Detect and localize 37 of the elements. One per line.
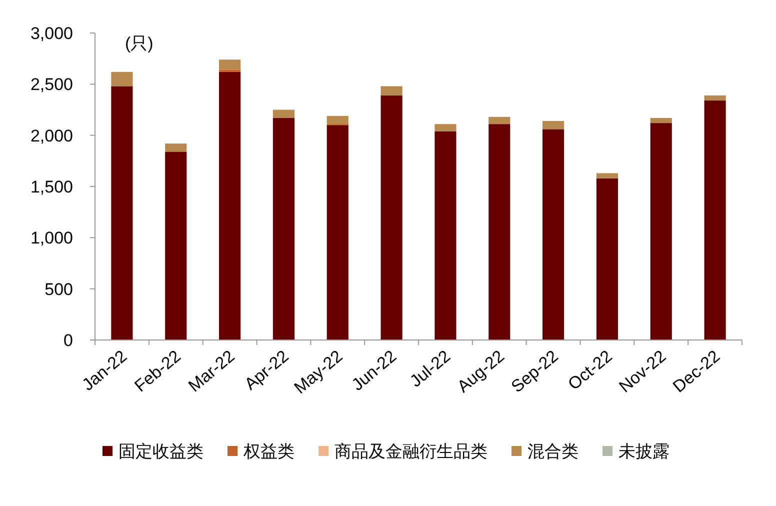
- bar: [596, 178, 618, 340]
- y-axis-title: (只): [125, 34, 154, 53]
- bar: [380, 95, 402, 340]
- bar: [488, 116, 510, 124]
- y-tick-label: 1,000: [30, 228, 73, 248]
- y-tick-label: 500: [44, 280, 73, 299]
- bar: [650, 118, 672, 124]
- bar: [650, 123, 672, 340]
- bar: [542, 129, 564, 340]
- bar: [488, 124, 510, 340]
- y-tick-label: 1,500: [30, 178, 73, 196]
- bar: [272, 118, 294, 340]
- y-tick-label: 2,500: [30, 75, 73, 94]
- legend-label: 商品及金融衍生品类: [334, 442, 488, 461]
- legend-label: 未披露: [618, 442, 670, 461]
- bar: [219, 72, 241, 340]
- bar: [542, 121, 564, 130]
- bar: [704, 100, 726, 340]
- bar: [434, 124, 456, 132]
- bar: [326, 125, 348, 340]
- bar: [704, 95, 726, 101]
- bar: [111, 72, 133, 86]
- bar: [165, 152, 187, 340]
- legend-label: 固定收益类: [118, 442, 204, 461]
- bar: [380, 86, 402, 96]
- y-tick-label: 3,000: [30, 24, 73, 43]
- bar: [272, 110, 294, 118]
- bar: [111, 86, 133, 340]
- bar: [165, 144, 187, 152]
- bar: [434, 131, 456, 340]
- y-tick-label: 0: [64, 331, 73, 350]
- bar: [596, 173, 618, 178]
- y-tick-label: 2,000: [30, 126, 73, 146]
- legend-label: 混合类: [528, 442, 578, 461]
- bar: [219, 60, 241, 70]
- legend-label: 权益类: [242, 442, 294, 461]
- bar: [326, 116, 348, 124]
